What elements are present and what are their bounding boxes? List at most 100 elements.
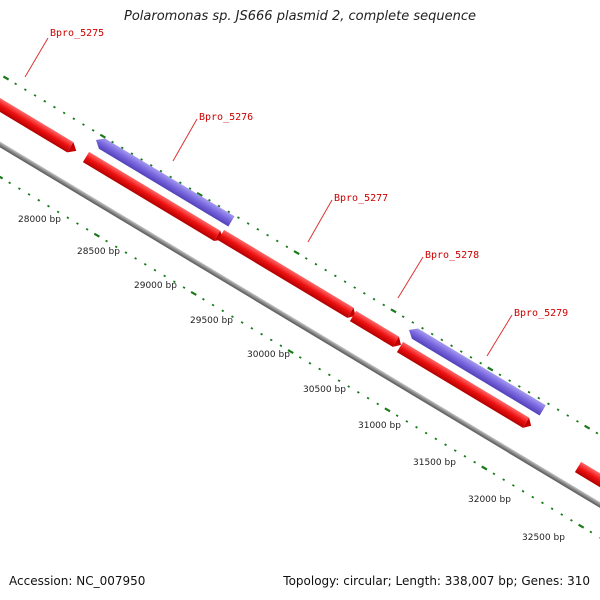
gene-reverse-1[interactable] [93, 135, 235, 227]
tick-mark [202, 297, 205, 301]
tick-mark [217, 204, 221, 208]
tick-mark [473, 460, 477, 464]
tick-mark [430, 332, 434, 336]
gene-bpro-5276[interactable] [82, 151, 226, 245]
tick-mark [298, 356, 302, 359]
sequence-stats: Topology: circular; Length: 338,007 bp; … [283, 574, 590, 588]
tick-mark [327, 373, 331, 377]
tick-mark [111, 140, 114, 144]
tick-mark [172, 280, 176, 284]
position-label: 30000 bp [247, 350, 290, 360]
tick-mark [17, 187, 21, 190]
position-label: 32000 bp [468, 495, 511, 505]
tick-mark [279, 344, 283, 348]
tick-mark [584, 424, 591, 430]
tick-mark [23, 88, 27, 91]
tick-mark [85, 228, 89, 231]
tick-mark [190, 290, 197, 296]
tick-mark [450, 344, 453, 348]
position-label: 29500 bp [190, 316, 233, 326]
position-label: 29000 bp [134, 281, 177, 291]
tick-mark [163, 274, 167, 278]
tick-mark [53, 105, 56, 109]
leader-line [397, 256, 424, 299]
tick-mark [314, 262, 318, 266]
tick-mark [120, 146, 124, 150]
tick-mark [140, 158, 143, 161]
tick-mark [487, 366, 494, 372]
position-labels: 28000 bp 28500 bp 29000 bp 29500 bp 3000… [18, 215, 565, 543]
gene-label[interactable]: Bpro_5276 [199, 112, 253, 123]
tick-mark [211, 303, 215, 307]
gene-label[interactable]: Bpro_5277 [334, 193, 388, 204]
position-label: 31500 bp [413, 458, 456, 468]
tick-mark [333, 274, 337, 278]
tick-mark [308, 361, 312, 365]
gene-bpro-5279[interactable] [396, 341, 534, 431]
tick-mark [169, 175, 173, 179]
tick-mark [405, 420, 409, 423]
tick-mark [521, 489, 525, 493]
tick-mark [47, 204, 50, 208]
tick-mark [343, 280, 347, 284]
tick-mark [444, 443, 447, 447]
leader-line [486, 314, 513, 357]
tick-mark [324, 268, 328, 272]
tick-mark [318, 367, 322, 371]
tick-mark [440, 338, 444, 342]
tick-mark [384, 407, 391, 413]
tick-mark [134, 257, 137, 260]
tick-mark [463, 455, 467, 458]
tick-mark [56, 210, 60, 214]
tick-mark [337, 379, 341, 383]
gene-labels: Bpro_5275 Bpro_5276 Bpro_5277 Bpro_5278 … [50, 28, 568, 319]
tick-mark [547, 402, 550, 406]
tick-mark [130, 152, 134, 155]
tick-mark [517, 385, 521, 388]
tick-mark [595, 431, 599, 435]
tick-mark [275, 239, 279, 243]
tick-mark [62, 111, 66, 115]
tick-mark [459, 350, 463, 353]
gene-reverse-2[interactable] [406, 325, 546, 416]
tick-mark [231, 315, 234, 318]
tick-mark [395, 414, 399, 417]
tick-mark [492, 472, 496, 476]
tick-mark [188, 187, 192, 190]
gene-bpro-5277[interactable] [217, 229, 359, 321]
tick-mark [124, 251, 128, 254]
tick-mark [240, 321, 244, 324]
gene-label[interactable]: Bpro_5278 [425, 250, 479, 261]
tick-mark [508, 379, 512, 382]
tick-mark [227, 210, 231, 214]
position-label: 28000 bp [18, 215, 61, 225]
gene-bpro-5278[interactable] [349, 310, 404, 350]
tick-mark [556, 408, 560, 412]
tick-mark [237, 216, 240, 219]
tick-mark [424, 431, 428, 435]
tick-mark [382, 303, 386, 307]
tick-mark [143, 262, 147, 266]
tick-mark [76, 222, 79, 225]
tick-mark [149, 163, 153, 167]
tick-mark [481, 465, 488, 471]
gene-bpro-5275[interactable] [0, 84, 79, 156]
tick-mark [182, 286, 186, 289]
tick-mark [105, 239, 108, 243]
tick-mark [415, 425, 418, 429]
tick-mark [356, 391, 360, 394]
tick-mark [502, 478, 506, 481]
gene-label[interactable]: Bpro_5275 [50, 28, 104, 39]
tick-mark [362, 292, 366, 295]
tick-mark [453, 449, 457, 452]
gene-label[interactable]: Bpro_5279 [514, 308, 568, 319]
sequence-backbone [0, 112, 600, 519]
tick-mark [246, 222, 250, 225]
tick-mark [2, 75, 10, 81]
outer-tick-track [2, 75, 599, 435]
gene-next-forward[interactable] [574, 461, 600, 504]
tick-mark [550, 507, 554, 511]
tick-mark [82, 123, 85, 126]
tick-mark [589, 530, 593, 534]
